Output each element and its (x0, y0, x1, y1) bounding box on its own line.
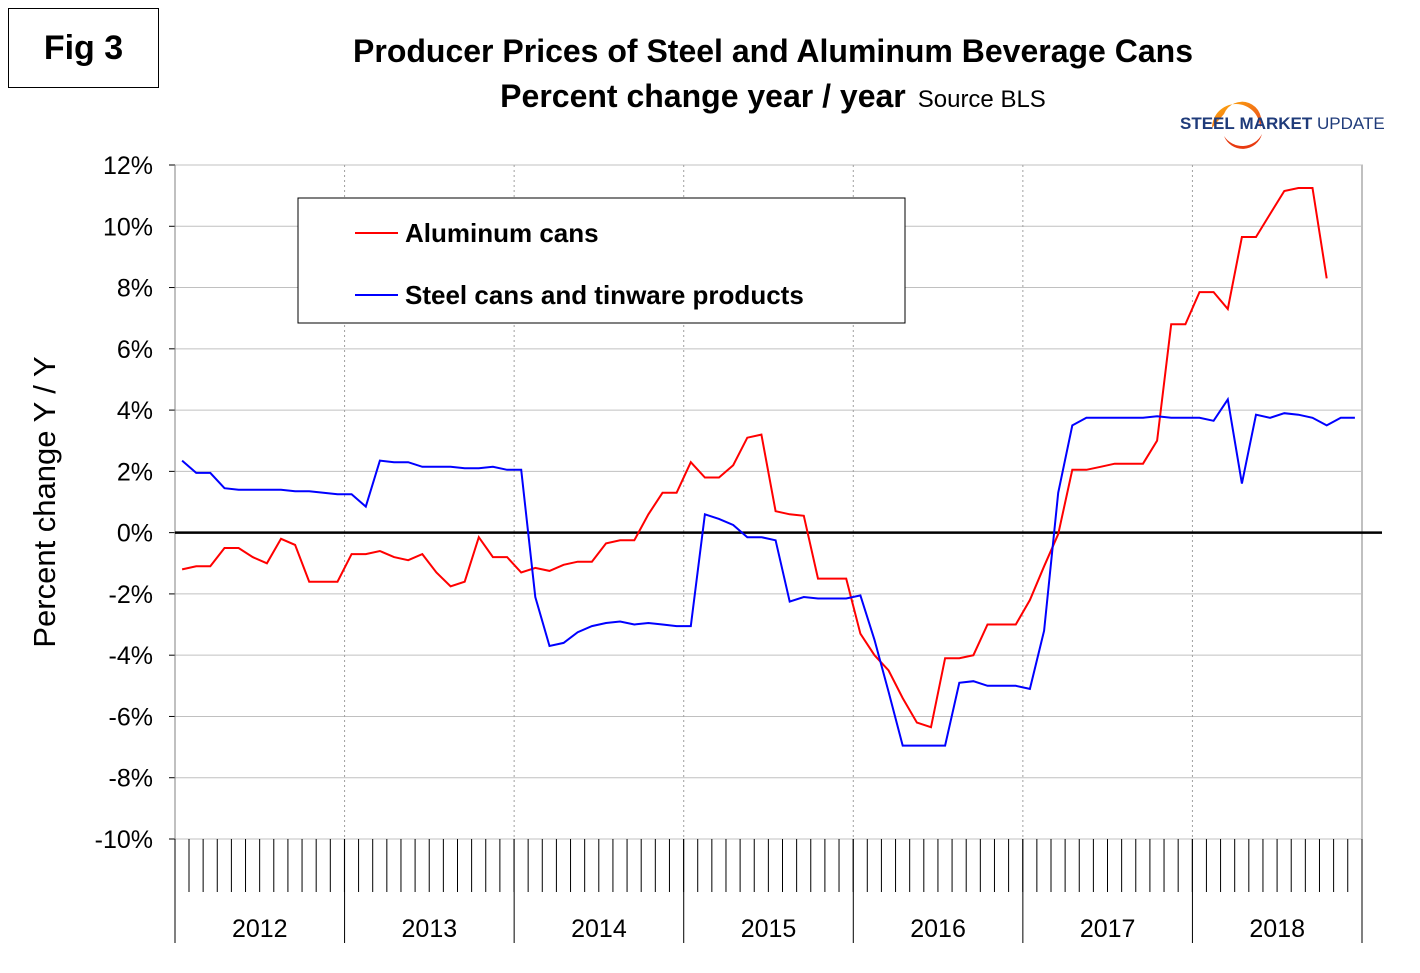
logo-word-steel: STEEL (1180, 114, 1235, 133)
year-label: 2012 (232, 915, 288, 943)
y-tick-label: 6% (117, 336, 153, 364)
year-label: 2018 (1249, 915, 1305, 943)
legend-label-aluminum: Aluminum cans (405, 218, 599, 248)
year-label: 2013 (402, 915, 458, 943)
y-tick-label: 8% (117, 275, 153, 303)
y-tick-label: -6% (109, 703, 153, 731)
figure-label: Fig 3 (8, 8, 159, 88)
y-tick-label: 4% (117, 397, 153, 425)
legend-label-steel: Steel cans and tinware products (405, 280, 804, 310)
chart-subtitle-line: Percent change year / year Source BLS (0, 78, 1420, 115)
year-label: 2016 (910, 915, 966, 943)
y-tick-label: 10% (103, 213, 153, 241)
steel-market-update-logo: STEEL MARKET UPDATE (1180, 92, 1390, 152)
chart-subtitle: Percent change year / year (500, 78, 906, 114)
year-label: 2017 (1080, 915, 1136, 943)
y-axis-title: Percent change Y / Y (27, 356, 62, 647)
y-tick-label: 0% (117, 520, 153, 548)
y-tick-label: -4% (109, 642, 153, 670)
y-tick-label: -2% (109, 581, 153, 609)
logo-swoosh-icon (1212, 101, 1262, 149)
y-tick-label: 2% (117, 458, 153, 486)
legend-box (297, 197, 906, 324)
year-label: 2014 (571, 915, 627, 943)
y-tick-label: -10% (95, 826, 153, 854)
logo-text: STEEL MARKET UPDATE (1180, 114, 1385, 134)
y-tick-label: 12% (103, 152, 153, 180)
steel-cans-line (181, 396, 1355, 747)
y-tick-label: -8% (109, 765, 153, 793)
source-note: Source BLS (917, 86, 1046, 113)
chart-title: Producer Prices of Steel and Aluminum Be… (353, 33, 1193, 69)
aluminum-cans-line (181, 187, 1328, 729)
logo-word-market: MARKET (1239, 114, 1313, 133)
year-label: 2015 (741, 915, 797, 943)
logo-word-update: UPDATE (1316, 114, 1385, 133)
